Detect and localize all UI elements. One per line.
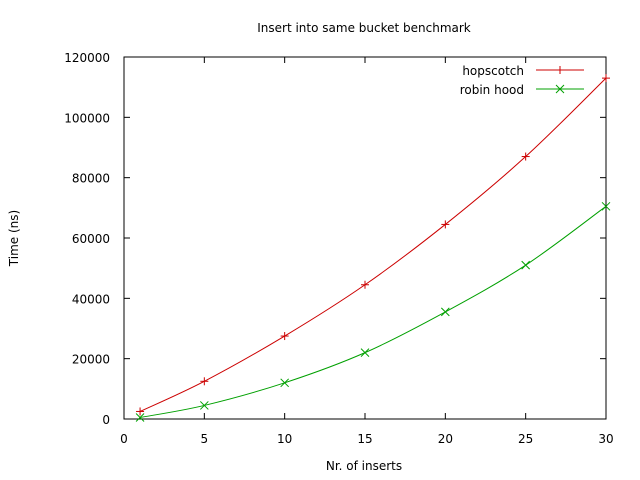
x-tick-label: 0 (120, 432, 128, 446)
data-point (200, 377, 209, 386)
y-tick-label: 0 (102, 413, 110, 427)
y-tick-label: 80000 (72, 172, 110, 186)
data-point (521, 152, 530, 161)
x-tick-label: 30 (598, 432, 613, 446)
y-tick-label: 60000 (72, 232, 110, 246)
plot-border (123, 56, 607, 420)
x-tick-label: 25 (518, 432, 533, 446)
legend-marker (556, 66, 564, 74)
data-point (280, 378, 290, 388)
y-tick-label: 40000 (72, 292, 110, 306)
chart-title: Insert into same bucket benchmark (257, 21, 471, 35)
legend-label: robin hood (460, 83, 524, 97)
series-line (139, 77, 607, 412)
y-axis: 0 20000 40000 60000 80000 100000 120000 (64, 51, 606, 427)
x-tick-label: 15 (357, 432, 372, 446)
series-layer (135, 74, 611, 422)
data-point (601, 201, 611, 211)
plot-frame (123, 56, 607, 420)
data-point (199, 401, 209, 410)
y-tick-label: 100000 (64, 111, 110, 125)
series-robin-hood (135, 201, 611, 422)
data-point (280, 332, 289, 341)
legend-label: hopscotch (462, 64, 524, 78)
series-hopscotch (136, 74, 610, 416)
data-point (136, 407, 145, 416)
legend-marker (555, 84, 565, 94)
x-tick-label: 10 (277, 432, 292, 446)
series-line (139, 205, 607, 418)
data-point (440, 307, 450, 317)
y-tick-label: 20000 (72, 353, 110, 367)
y-tick-label: 120000 (64, 51, 110, 65)
data-point (602, 74, 610, 83)
x-axis-label: Nr. of inserts (326, 459, 402, 473)
data-point (361, 280, 369, 289)
data-point (441, 220, 450, 229)
x-tick-label: 5 (201, 432, 209, 446)
legend: hopscotch robin hood (460, 64, 584, 97)
x-axis: 0 5 10 15 20 25 30 (120, 57, 614, 446)
x-tick-label: 20 (438, 432, 453, 446)
data-point (360, 348, 370, 357)
data-point (135, 413, 145, 422)
y-axis-label: Time (ns) (7, 210, 21, 267)
data-point (521, 260, 531, 270)
